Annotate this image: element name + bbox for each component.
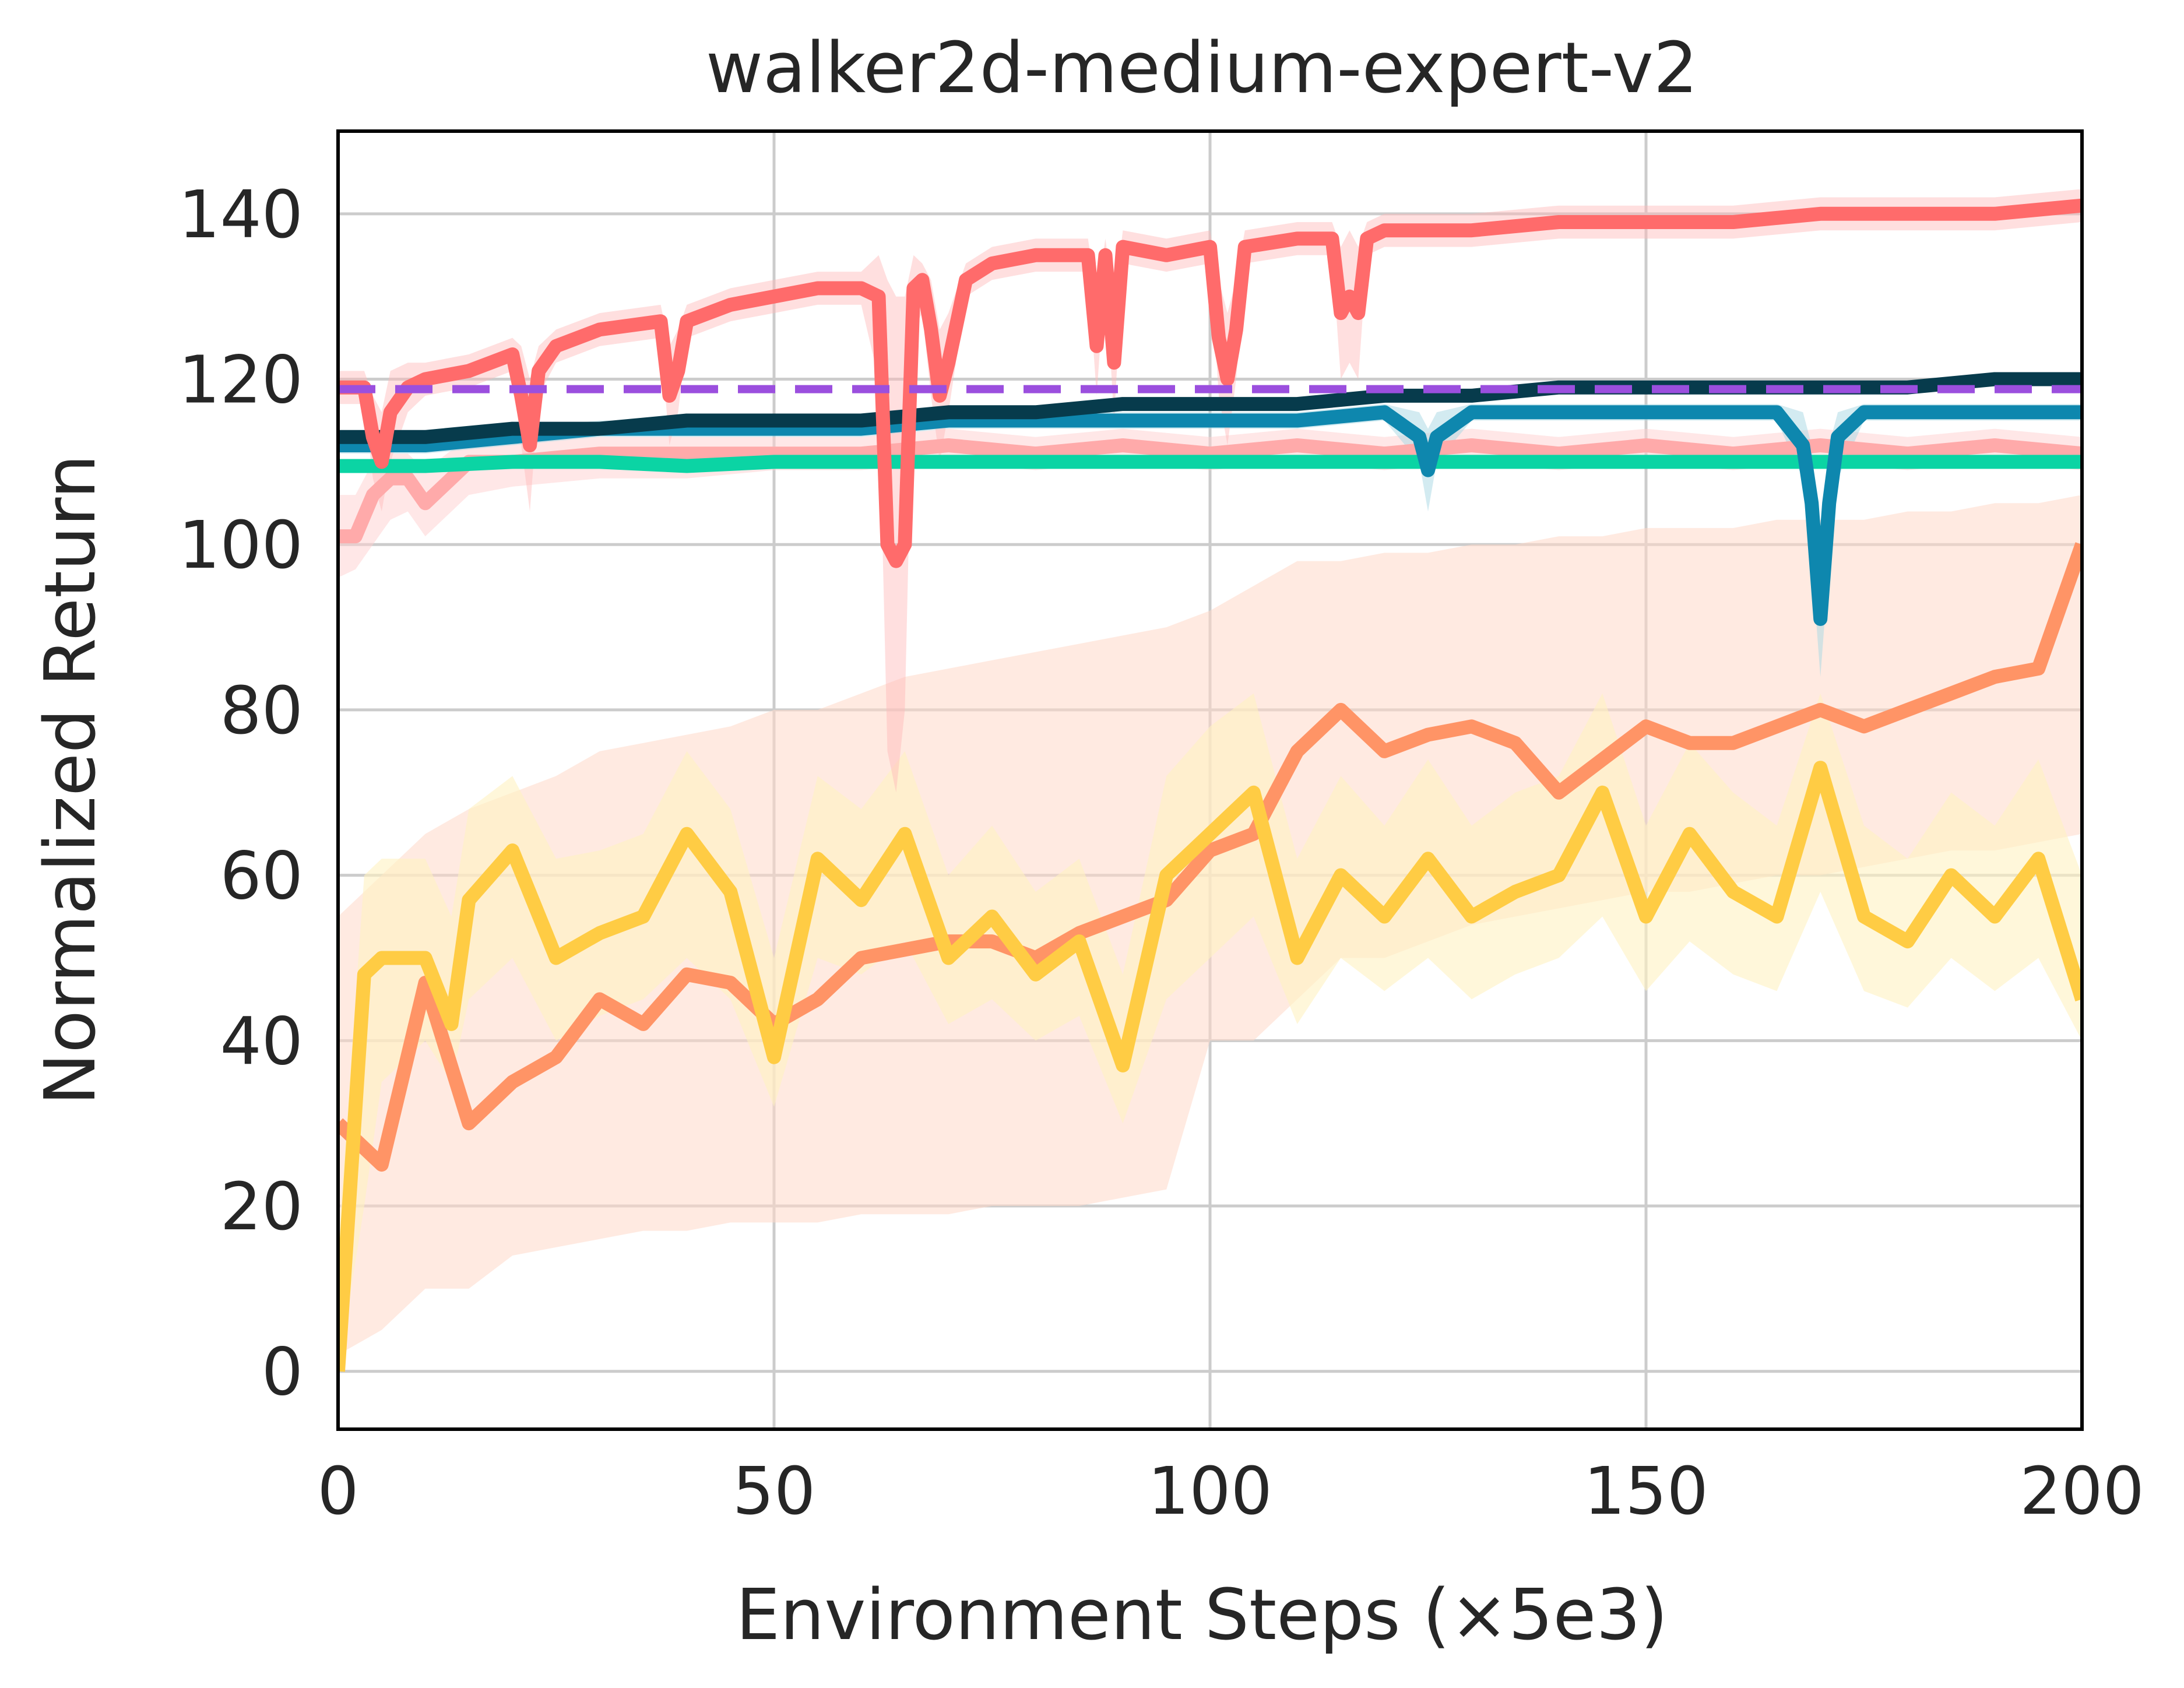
x-tick-label: 50 xyxy=(733,1454,816,1529)
x-axis-label: Environment Steps (×5e3) xyxy=(736,1575,1668,1656)
tick-labels: 0 50 100 150 200 0 20 40 60 80 100 120 140 xyxy=(178,177,2144,1529)
y-tick-label: 140 xyxy=(178,177,303,253)
y-tick-label: 40 xyxy=(220,1004,303,1079)
y-tick-label: 60 xyxy=(220,839,303,915)
series-1-band xyxy=(338,693,2082,1372)
x-tick-label: 0 xyxy=(317,1454,358,1529)
series-1-line xyxy=(338,761,2082,1372)
y-tick-label: 20 xyxy=(220,1169,303,1245)
chart-title: walker2d-medium-expert-v2 xyxy=(706,28,1698,109)
x-tick-label: 200 xyxy=(2020,1454,2144,1529)
plot-frame xyxy=(336,129,2084,1431)
series-lines xyxy=(338,198,2082,1372)
y-tick-label: 0 xyxy=(262,1335,303,1411)
series-0-line xyxy=(338,542,2082,1172)
y-tick-label: 120 xyxy=(178,343,303,419)
x-tick-label: 100 xyxy=(1148,1454,1272,1529)
series-4-line xyxy=(338,405,2082,626)
x-tick-label: 150 xyxy=(1584,1454,1708,1529)
y-axis-label: Normalized Return xyxy=(30,455,111,1106)
series-3-line xyxy=(338,455,2082,473)
y-tick-label: 100 xyxy=(178,508,303,583)
series-2-line xyxy=(338,438,2082,544)
y-tick-label: 80 xyxy=(220,673,303,749)
series-6-line xyxy=(338,198,2082,568)
